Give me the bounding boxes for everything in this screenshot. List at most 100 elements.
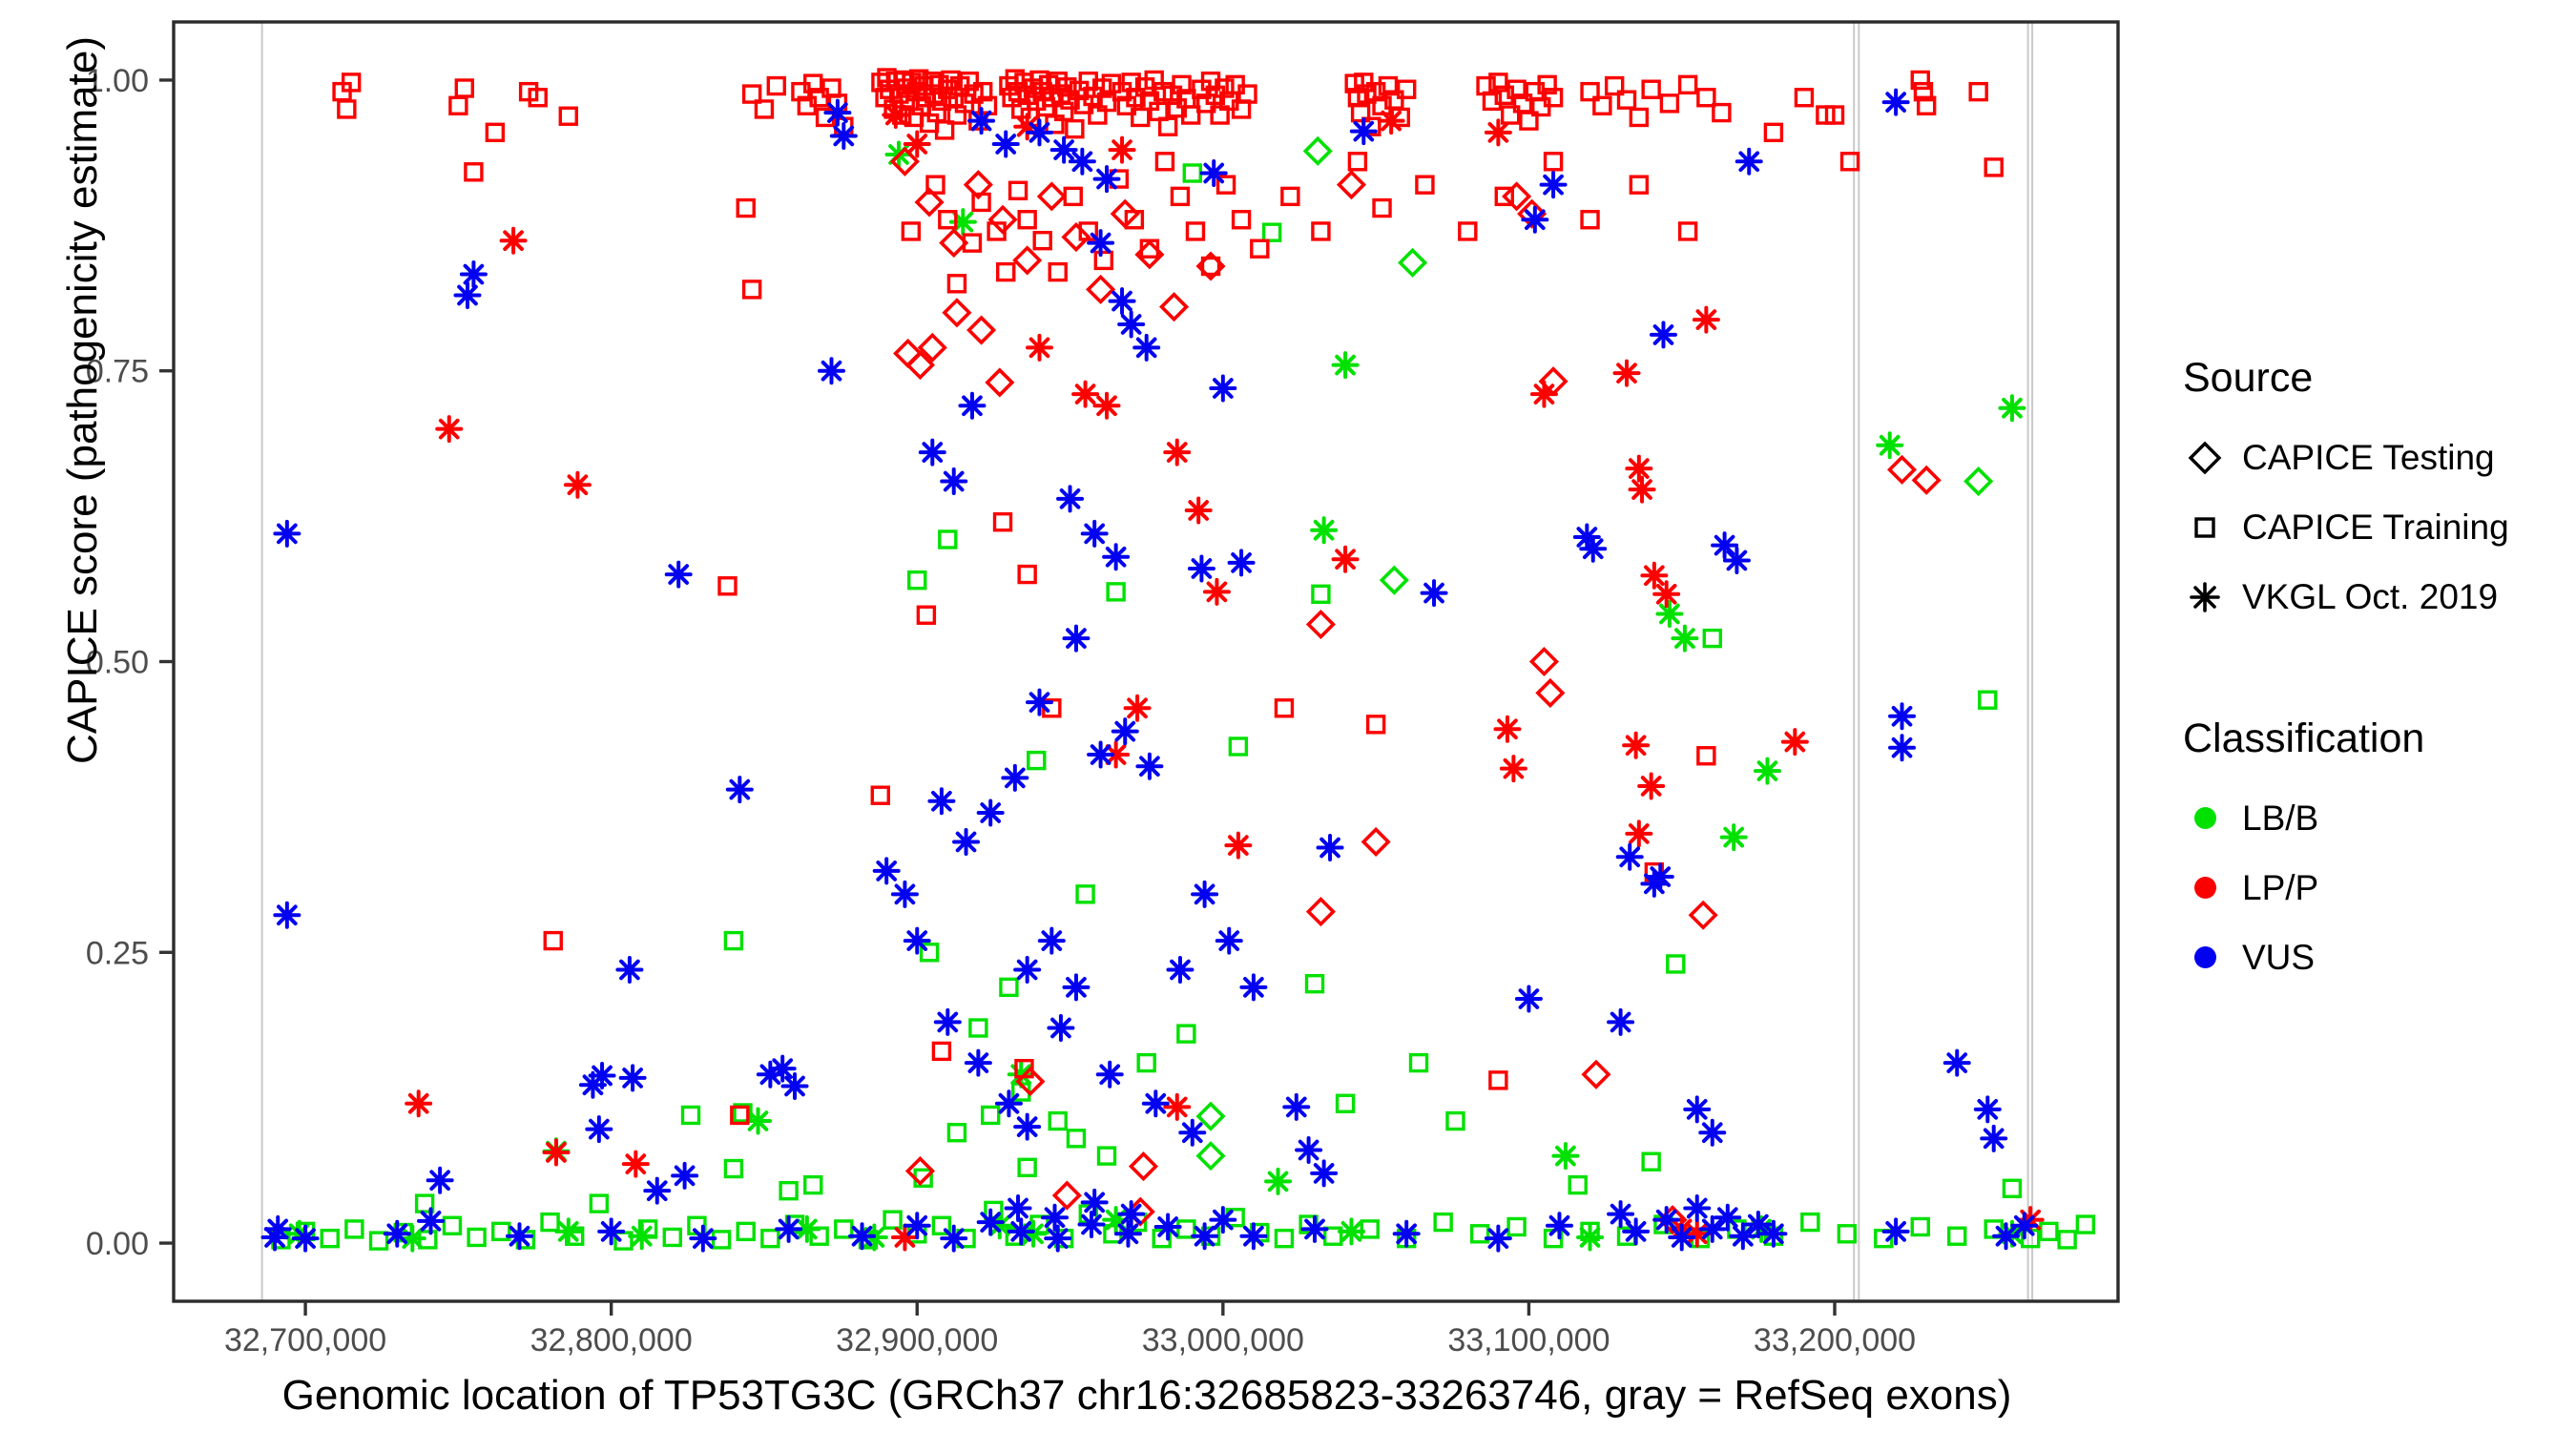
y-axis-title: CAPICE score (pathogenicity estimate): [59, 36, 106, 764]
vkgl-point: [398, 1224, 426, 1253]
legend-item-label: VKGL Oct. 2019: [2242, 576, 2499, 616]
y-tick-label: 0.75: [86, 354, 149, 390]
green-dot-icon: [2183, 797, 2227, 840]
capice-testing-point: [942, 298, 972, 328]
vkgl-point: [1102, 740, 1131, 769]
vkgl-point: [273, 901, 301, 929]
vkgl-point: [1117, 1200, 1146, 1229]
vkgl-point: [1729, 1222, 1757, 1251]
vkgl-point: [1202, 577, 1231, 606]
vkgl-point: [1135, 752, 1164, 780]
vkgl-point: [1628, 475, 1656, 504]
capice-training-point: [1641, 1151, 1661, 1172]
capice-training-point: [1482, 91, 1503, 112]
capice-training-point: [1712, 102, 1732, 123]
vkgl-point: [1484, 1224, 1512, 1253]
capice-training-point: [723, 1158, 744, 1179]
capice-training-point: [1543, 152, 1564, 172]
capice-training-point: [1304, 973, 1325, 994]
x-tick-label: 32,800,000: [530, 1322, 693, 1358]
vkgl-point: [459, 260, 488, 289]
capice-training-point: [1106, 582, 1126, 602]
capice-testing-point: [1061, 221, 1091, 253]
legend-item-label: CAPICE Testing: [2242, 437, 2495, 477]
vkgl-point: [1888, 702, 1917, 731]
vkgl-point: [1539, 171, 1568, 199]
capice-testing-point: [1963, 466, 1994, 497]
vkgl-point: [1007, 1217, 1035, 1246]
capice-testing-point: [904, 350, 936, 381]
capice-testing-point: [987, 204, 1018, 235]
capice-training-point: [1696, 746, 1716, 766]
capice-training-point: [736, 197, 756, 218]
capice-testing-point: [1886, 454, 1918, 485]
vkgl-point: [1316, 834, 1344, 862]
capice-training-point: [344, 1219, 364, 1239]
y-tick-label: 0.25: [86, 935, 149, 971]
capice-training-point: [1063, 186, 1083, 207]
capice-training-point: [467, 1227, 487, 1248]
capice-training-point: [1580, 210, 1600, 230]
capice-training-point: [320, 1228, 340, 1249]
vkgl-point: [1071, 380, 1100, 408]
capice-testing-point: [1688, 900, 1718, 930]
capice-training-point: [1641, 79, 1661, 99]
vkgl-point: [1300, 1214, 1329, 1243]
x-tick-label: 33,100,000: [1447, 1322, 1610, 1358]
capice-training-point: [972, 81, 993, 102]
vkgl-point: [1572, 523, 1601, 551]
vkgl-point: [689, 1224, 717, 1253]
capice-training-point: [1176, 1219, 1196, 1239]
vkgl-point: [578, 1070, 607, 1099]
capice-training-point: [1185, 221, 1206, 241]
vkgl-point: [1209, 374, 1237, 403]
capice-training-point: [925, 175, 945, 195]
capice-training-point: [1017, 210, 1037, 230]
capice-testing-point: [1535, 677, 1566, 708]
capice-training-point: [1154, 152, 1175, 172]
vkgl-point: [958, 391, 987, 420]
axis-ticks-and-labels: 32,700,000 32,800,000 32,900,000 33,000,000…: [86, 63, 1916, 1358]
capice-training-point: [1365, 715, 1386, 735]
vkgl-point: [435, 415, 464, 444]
vkgl-point: [756, 1060, 784, 1089]
capice-training-point: [1580, 81, 1600, 102]
capice-testing-point: [1581, 1059, 1611, 1089]
vkgl-point: [1062, 973, 1091, 1002]
vkgl-point: [918, 438, 946, 467]
capice-training-point: [1280, 186, 1300, 207]
vkgl-point: [1888, 734, 1917, 762]
vkgl-point: [1668, 1223, 1696, 1252]
vkgl-point: [1671, 624, 1699, 653]
capice-training-point: [803, 1174, 823, 1195]
capice-testing-point: [1158, 292, 1190, 322]
capice-testing-point: [1379, 565, 1409, 595]
capice-training-point: [730, 1105, 750, 1126]
vkgl-point: [1049, 135, 1078, 164]
capice-training-point: [1415, 175, 1435, 195]
capice-training-point: [1488, 1070, 1508, 1090]
capice-training-point: [1008, 180, 1028, 200]
vkgl-point: [1163, 1092, 1192, 1121]
capice-training-point: [414, 1193, 435, 1213]
vkgl-point: [563, 470, 592, 499]
vkgl-point: [1025, 688, 1053, 716]
capice-training-point: [1947, 1226, 1967, 1246]
vkgl-point: [1056, 485, 1085, 513]
capice-training-point: [2057, 1230, 2077, 1250]
vkgl-point: [1108, 135, 1136, 164]
capice-training-point: [1096, 1146, 1117, 1166]
capice-training-point: [1347, 152, 1368, 172]
vkgl-point: [793, 1214, 821, 1243]
vkgl-point: [1166, 956, 1195, 985]
vkgl-point: [1041, 1203, 1070, 1232]
capice-training-point: [1506, 1216, 1527, 1237]
vkgl-point: [505, 1222, 533, 1251]
vkgl-point: [1264, 1167, 1293, 1195]
legend-item-capice-testing: CAPICE Testing: [2183, 423, 2509, 492]
capice-training-point: [980, 1105, 1001, 1126]
vkgl-point: [621, 1150, 650, 1178]
vkgl-point: [823, 98, 852, 127]
legend: Source CAPICE Testing CAPICE Training VK…: [2183, 355, 2509, 1076]
